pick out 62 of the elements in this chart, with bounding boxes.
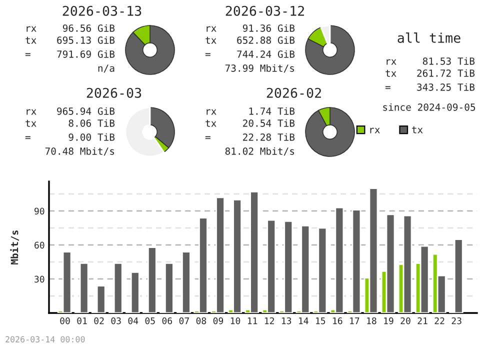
text: 81.02 Mbit/s — [225, 147, 294, 156]
legend-label: rx — [370, 128, 380, 134]
donut-slice — [124, 106, 165, 158]
x-tick-label: 05 — [145, 317, 155, 324]
x-tick-label: 02 — [94, 317, 104, 324]
y-axis-title: Mbit/s — [10, 230, 19, 264]
donut-slice — [125, 25, 175, 75]
x-tick-label: 13 — [282, 317, 292, 324]
text: = 343.25 TiB — [385, 83, 475, 91]
x-tick-label: 14 — [299, 317, 308, 324]
donut-slice — [320, 24, 331, 44]
text: = 9.00 TiB — [25, 133, 115, 141]
text: = 22.28 TiB — [205, 133, 295, 141]
chart-title: 2026-02 — [266, 88, 321, 98]
x-tick-label: 07 — [179, 317, 189, 324]
text: rx 965.94 GiB — [26, 107, 115, 115]
x-tick-label: 01 — [77, 317, 87, 324]
x-tick-label: 19 — [384, 317, 394, 324]
x-tick-label: 11 — [248, 317, 258, 324]
text: tx 652.88 GiB — [206, 36, 295, 44]
x-tick-label: 17 — [350, 317, 360, 324]
x-tick-label: 06 — [162, 317, 172, 324]
x-tick-label: 04 — [128, 317, 138, 324]
text: rx 1.74 TiB — [206, 107, 295, 115]
y-tick-label: 90 — [34, 208, 44, 215]
text: since 2024-09-05 — [383, 103, 476, 111]
text: rx 91.36 GiB — [206, 24, 295, 32]
chart-title: 2026-03-12 — [226, 6, 304, 16]
text: = 744.24 GiB — [205, 50, 295, 58]
x-tick-label: 00 — [60, 317, 70, 324]
text: n/a — [98, 64, 114, 73]
text: 73.99 Mbit/s — [225, 64, 294, 73]
text: tx 261.72 TiB — [386, 69, 475, 77]
text: 2026-03-14 00:00 — [6, 336, 85, 342]
text: rx 81.53 TiB — [386, 57, 475, 65]
x-tick-label: 16 — [333, 317, 342, 324]
text: tx 695.13 GiB — [26, 36, 115, 44]
x-tick-label: 09 — [213, 317, 224, 324]
x-tick-label: 18 — [367, 317, 376, 324]
y-tick-label: 60 — [34, 242, 44, 249]
text: tx 8.06 TiB — [26, 119, 115, 127]
x-tick-label: 22 — [434, 317, 444, 324]
text: all time — [398, 32, 460, 43]
x-tick-label: 20 — [400, 317, 410, 324]
legend-label: tx — [412, 126, 423, 134]
text: = 791.69 GiB — [25, 50, 115, 58]
chart-title: 2026-03 — [86, 88, 142, 98]
donut-slice — [150, 107, 175, 148]
text: rx 96.56 GiB — [26, 24, 115, 32]
donut-slice — [305, 107, 355, 157]
x-tick-label: 12 — [264, 317, 274, 324]
chart-title: 2026-03-13 — [62, 6, 142, 16]
x-tick-label: 21 — [418, 317, 428, 324]
donut-slice — [305, 25, 355, 75]
y-tick-label: 30 — [34, 276, 44, 283]
text: 70.48 Mbit/s — [45, 147, 114, 156]
x-tick-label: 15 — [316, 317, 326, 324]
x-tick-label: 08 — [196, 317, 206, 324]
x-tick-label: 23 — [452, 317, 462, 324]
x-tick-label: 03 — [111, 317, 121, 324]
text: tx 20.54 TiB — [206, 119, 295, 127]
x-tick-label: 10 — [230, 317, 240, 324]
